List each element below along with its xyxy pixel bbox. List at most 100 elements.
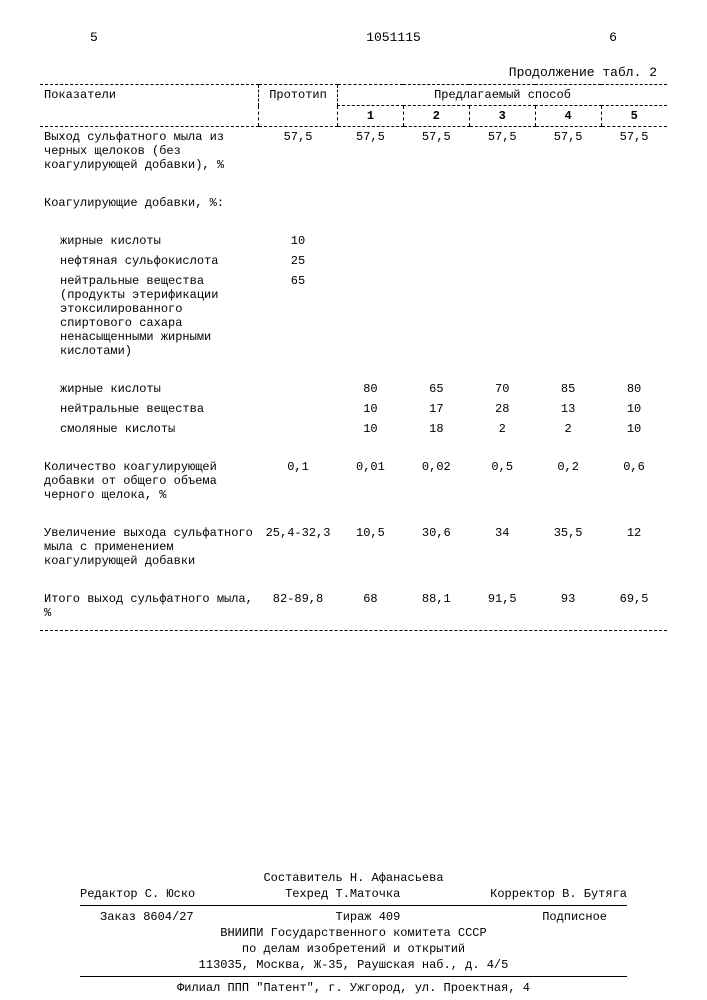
cell-value: 30,6 [403, 523, 469, 571]
techred: Техред Т.Маточка [285, 887, 400, 901]
cell-value: 57,5 [601, 127, 667, 176]
row-label: нейтральные вещества [40, 399, 259, 419]
cell-value [601, 271, 667, 361]
editor: Редактор С. Юско [80, 887, 195, 901]
table-row: Итого выход сульфатного мыла, %82-89,868… [40, 589, 667, 628]
org1: ВНИИПИ Государственного комитета СССР [40, 926, 667, 940]
col-method-1: 1 [338, 106, 404, 127]
col-method-3: 3 [469, 106, 535, 127]
cell-value [535, 271, 601, 361]
footer-block: Составитель Н. Афанасьева Редактор С. Юс… [40, 871, 667, 995]
table-row: нефтяная сульфокислота25 [40, 251, 667, 271]
row-label: жирные кислоты [40, 231, 259, 251]
cell-value: 2 [469, 419, 535, 439]
cell-value: 82-89,8 [259, 589, 338, 628]
cell-value: 0,2 [535, 457, 601, 505]
cell-value: 0,5 [469, 457, 535, 505]
address: 113035, Москва, Ж-35, Раушская наб., д. … [40, 958, 667, 972]
cell-value: 12 [601, 523, 667, 571]
table-row: нейтральные вещества1017281310 [40, 399, 667, 419]
cell-value: 65 [403, 379, 469, 399]
cell-value: 0,6 [601, 457, 667, 505]
cell-value: 91,5 [469, 589, 535, 628]
cell-value [259, 379, 338, 399]
cell-value: 28 [469, 399, 535, 419]
cell-value: 10 [338, 419, 404, 439]
cell-value [259, 399, 338, 419]
cell-value [601, 193, 667, 213]
cell-value: 57,5 [403, 127, 469, 176]
cell-value: 10,5 [338, 523, 404, 571]
cell-value: 35,5 [535, 523, 601, 571]
cell-value: 80 [601, 379, 667, 399]
cell-value: 10 [601, 399, 667, 419]
cell-value: 10 [601, 419, 667, 439]
row-label: смоляные кислоты [40, 419, 259, 439]
row-label: Коагулирующие добавки, %: [40, 193, 259, 213]
cell-value: 85 [535, 379, 601, 399]
branch: Филиал ППП "Патент", г. Ужгород, ул. Про… [40, 981, 667, 995]
col-indicators: Показатели [40, 85, 259, 127]
cell-value [469, 251, 535, 271]
compiler: Составитель Н. Афанасьева [40, 871, 667, 885]
row-label: нефтяная сульфокислота [40, 251, 259, 271]
cell-value [403, 193, 469, 213]
doc-number: 1051115 [366, 30, 421, 45]
table-bottom-border [40, 628, 667, 631]
row-label: нейтральные вещества (продукты этерифика… [40, 271, 259, 361]
row-label: Увеличение выхода сульфатного мыла с при… [40, 523, 259, 571]
order: Заказ 8604/27 [100, 910, 194, 924]
cell-value: 93 [535, 589, 601, 628]
cell-value [338, 271, 404, 361]
cell-value [338, 193, 404, 213]
cell-value: 10 [259, 231, 338, 251]
col-method-5: 5 [601, 106, 667, 127]
page-header: 5 1051115 6 [40, 30, 667, 45]
cell-value: 69,5 [601, 589, 667, 628]
table-row: Выход сульфатного мыла из черных щелоков… [40, 127, 667, 176]
cell-value [469, 193, 535, 213]
cell-value: 17 [403, 399, 469, 419]
cell-value [259, 193, 338, 213]
cell-value: 18 [403, 419, 469, 439]
col-method-2: 2 [403, 106, 469, 127]
table-row: смоляные кислоты10182210 [40, 419, 667, 439]
cell-value [403, 231, 469, 251]
tirage: Тираж 409 [336, 910, 401, 924]
cell-value: 57,5 [259, 127, 338, 176]
col-prototype: Прототип [259, 85, 338, 127]
cell-value [535, 251, 601, 271]
cell-value: 88,1 [403, 589, 469, 628]
cell-value: 0,01 [338, 457, 404, 505]
cell-value: 10 [338, 399, 404, 419]
cell-value: 68 [338, 589, 404, 628]
cell-value: 0,02 [403, 457, 469, 505]
table-row: нейтральные вещества (продукты этерифика… [40, 271, 667, 361]
row-label: Выход сульфатного мыла из черных щелоков… [40, 127, 259, 176]
table-row: жирные кислоты10 [40, 231, 667, 251]
cell-value [535, 193, 601, 213]
footer-rule-1 [80, 905, 627, 906]
row-label: Итого выход сульфатного мыла, % [40, 589, 259, 628]
table-row: Увеличение выхода сульфатного мыла с при… [40, 523, 667, 571]
cell-value: 2 [535, 419, 601, 439]
right-mark: 6 [609, 30, 617, 45]
table-row: Количество коагулирующей добавки от обще… [40, 457, 667, 505]
cell-value: 57,5 [469, 127, 535, 176]
col-method-4: 4 [535, 106, 601, 127]
table-caption: Продолжение табл. 2 [40, 65, 667, 80]
cell-value: 13 [535, 399, 601, 419]
cell-value: 34 [469, 523, 535, 571]
left-mark: 5 [90, 30, 98, 45]
cell-value: 65 [259, 271, 338, 361]
row-label: жирные кислоты [40, 379, 259, 399]
data-table: Показатели Прототип Предлагаемый способ … [40, 84, 667, 628]
table-row: Коагулирующие добавки, %: [40, 193, 667, 213]
cell-value [403, 251, 469, 271]
org2: по делам изобретений и открытий [40, 942, 667, 956]
cell-value: 57,5 [338, 127, 404, 176]
signed: Подписное [542, 910, 607, 924]
cell-value: 70 [469, 379, 535, 399]
cell-value [338, 251, 404, 271]
row-label: Количество коагулирующей добавки от обще… [40, 457, 259, 505]
